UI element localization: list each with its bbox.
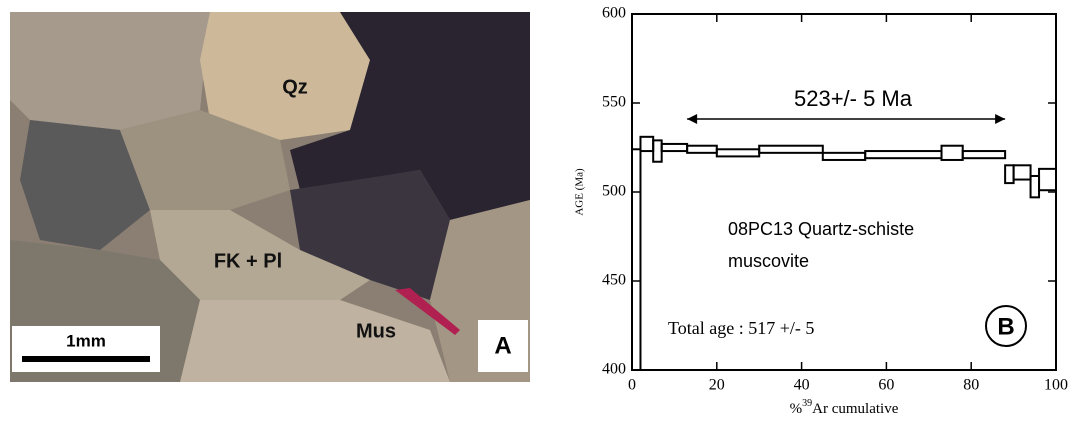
scale-bar-box (12, 326, 160, 372)
muscovite-grain (395, 288, 460, 335)
x-label-superscript: 39 (802, 398, 812, 409)
age-step (961, 150, 1007, 160)
x-tick-label: 100 (1044, 377, 1068, 394)
plateau-label: 523+/- 5 Ma (794, 86, 913, 111)
age-step (652, 139, 663, 163)
x-axis-label: %39Ar cumulative (790, 398, 899, 417)
grain (200, 12, 370, 140)
arrow-head (687, 114, 698, 125)
y-tick-label: 550 (602, 94, 626, 111)
age-step (864, 150, 943, 160)
x-tick-label: 60 (878, 377, 894, 394)
age-step (1029, 174, 1041, 199)
total-age: Total age : 517 +/- 5 (668, 318, 814, 338)
x-tick-label: 80 (963, 377, 979, 394)
x-tick-label: 20 (709, 377, 725, 394)
panel-label: B (997, 313, 1014, 340)
mineral-label: Qz (282, 76, 308, 98)
age-step (821, 151, 867, 161)
sample-label: muscovite (728, 251, 809, 271)
mineral-label: Mus (356, 320, 396, 342)
grain (150, 210, 370, 300)
grain (120, 110, 290, 210)
y-tick-label: 500 (602, 183, 626, 200)
grain (290, 12, 530, 220)
arrow-head (995, 114, 1006, 125)
scale-bar-label: 1mm (66, 331, 106, 350)
x-label-part: % (790, 401, 803, 417)
mineral-label: FK + Pl (214, 250, 282, 272)
age-step (1012, 164, 1032, 181)
grain (290, 170, 450, 300)
grain (180, 300, 450, 382)
x-tick-label: 40 (794, 377, 810, 394)
age-step (686, 144, 718, 154)
panel-label: A (494, 332, 511, 359)
age-step (639, 135, 655, 153)
age-step (631, 148, 642, 371)
x-label-part: Ar cumulative (812, 401, 899, 417)
y-tick-label: 450 (602, 272, 626, 289)
age-step (1004, 164, 1015, 185)
age-step (940, 144, 964, 161)
grain (20, 120, 150, 250)
x-tick-label: 0 (628, 377, 636, 394)
y-axis-label: AGE (Ma) (574, 168, 586, 216)
age-step (1038, 167, 1058, 192)
scale-bar (22, 356, 150, 362)
grain (10, 12, 210, 130)
age-step (660, 142, 689, 153)
age-step (758, 144, 824, 154)
panel-box (478, 320, 528, 372)
sample-label: 08PC13 Quartz-schiste (728, 219, 914, 239)
panel-circle (985, 305, 1027, 347)
micrograph: Qz FK + Pl Mus 1mm A (10, 12, 530, 382)
y-tick-label: 400 (602, 361, 626, 378)
y-tick-label: 600 (602, 5, 626, 22)
age-step (715, 148, 761, 158)
